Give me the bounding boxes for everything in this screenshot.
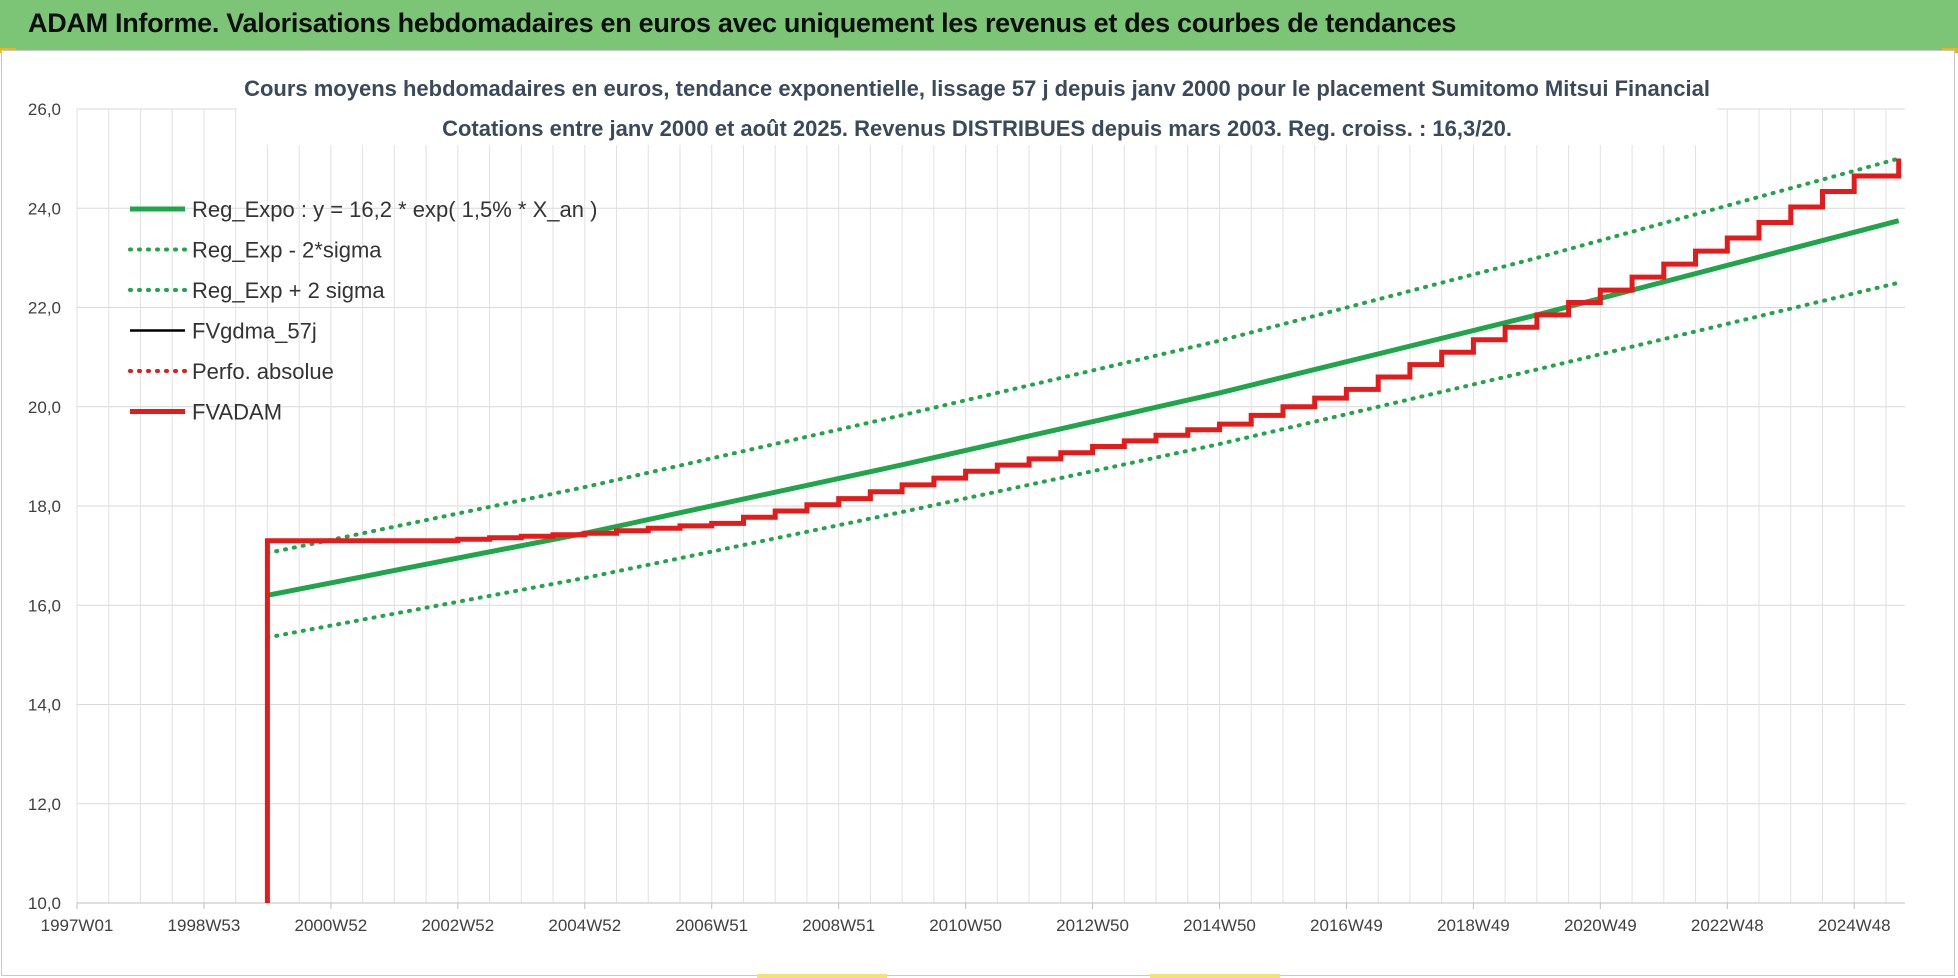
legend-label: Reg_Expo : y = 16,2 * exp( 1,5% * X_an ) [192,197,597,222]
x-tick-label: 1997W01 [41,916,114,935]
x-tick-label: 2014W50 [1183,916,1256,935]
x-tick-label: 2006W51 [675,916,748,935]
legend-label: Perfo. absolue [192,359,334,384]
legend-label: Reg_Exp - 2*sigma [192,238,382,263]
bottom-mark-1 [757,974,887,978]
chart-title-block: Cours moyens hebdomadaires en euros, ten… [237,73,1717,145]
chart-title-line-2: Cotations entre janv 2000 et août 2025. … [442,116,1512,141]
x-tick-label: 2020W49 [1564,916,1637,935]
y-tick-label: 20,0 [28,398,61,417]
series-line-reg-expo-y-16-2-exp-1-5-x-an [266,218,1900,598]
y-tick-label: 24,0 [28,199,61,218]
y-tick-label: 18,0 [28,497,61,516]
y-tick-label: 16,0 [28,596,61,615]
y-tick-label: 10,0 [28,894,61,913]
chart-title-line-1: Cours moyens hebdomadaires en euros, ten… [244,76,1710,101]
x-tick-label: 2024W48 [1818,916,1891,935]
y-tick-label: 14,0 [28,696,61,715]
chart-frame: 10,0 12,0 14,0 16,0 18,0 20,0 22,0 24,0 26,0 1997… [1,50,1955,976]
legend-label: FVADAM [192,400,282,425]
x-tick-label: 2022W48 [1691,916,1764,935]
series-layer [264,156,1902,903]
page-title: ADAM Informe. Valorisations hebdomadaire… [28,8,1457,38]
header-bar: ADAM Informe. Valorisations hebdomadaire… [0,0,1958,50]
series-line-reg-exp-2-sigma [265,280,1901,640]
y-tick-label: 12,0 [28,795,61,814]
x-tick-label: 2018W49 [1437,916,1510,935]
legend: Reg_Expo : y = 16,2 * exp( 1,5% * X_an )… [128,197,597,425]
y-tick-label: 22,0 [28,299,61,318]
series-line-reg-exp-2-sigma [265,156,1901,556]
y-tick-label: 26,0 [28,100,61,119]
x-tick-label: 2012W50 [1056,916,1129,935]
x-tick-label: 2008W51 [802,916,875,935]
x-tick-label: 2002W52 [421,916,494,935]
x-tick-label: 2010W50 [929,916,1002,935]
axis-layer: 10,0 12,0 14,0 16,0 18,0 20,0 22,0 24,0 26,0 1997… [28,100,1905,935]
grid-layer [76,108,1905,904]
x-tick-label: 2016W49 [1310,916,1383,935]
series-line-fvadam [264,158,1902,903]
x-tick-label: 2000W52 [294,916,367,935]
legend-label: FVgdma_57j [192,319,317,344]
x-tick-label: 1998W53 [168,916,241,935]
legend-label: Reg_Exp + 2 sigma [192,278,385,303]
bottom-mark-2 [1150,974,1280,978]
x-tick-label: 2004W52 [548,916,621,935]
chart-svg: 10,0 12,0 14,0 16,0 18,0 20,0 22,0 24,0 26,0 1997… [28,73,1905,935]
chart-title-background [237,73,1717,145]
